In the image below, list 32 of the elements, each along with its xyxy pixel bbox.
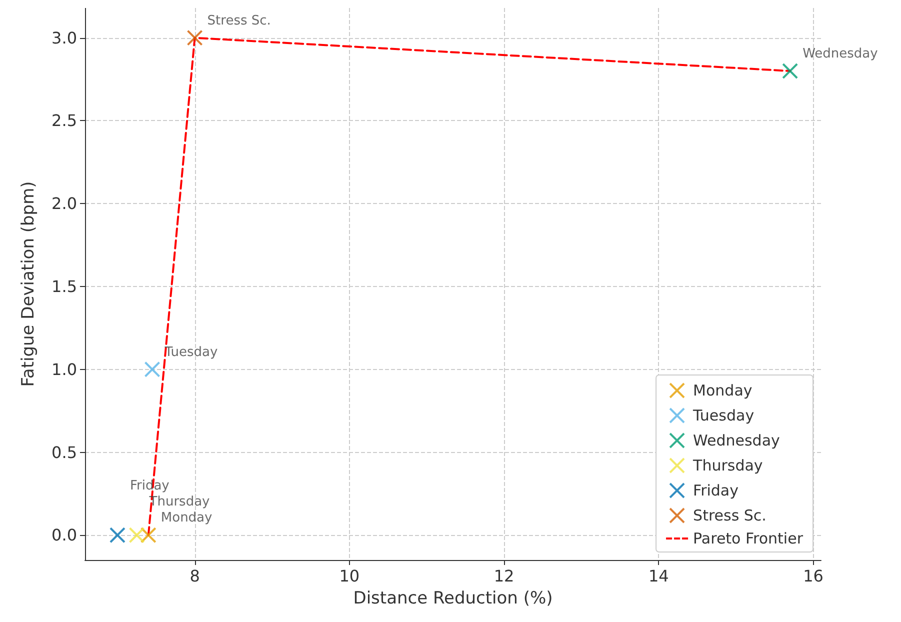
point [782, 62, 798, 79]
y-axis-title: Fatigue Deviation (bpm) [18, 181, 38, 387]
text: Friday [130, 478, 170, 494]
y-tick-label: 2.5 [52, 111, 77, 130]
text: Wednesday [802, 46, 878, 62]
y-tick-label: 0.0 [52, 526, 77, 545]
y-tick-label: 3.0 [52, 28, 77, 48]
x-tick-label: 8 [190, 566, 200, 586]
x-tick-label: 12 [494, 566, 514, 586]
x-axis-title: Distance Reduction (%) [353, 588, 553, 608]
legend-label: Stress Sc. [693, 506, 766, 524]
point [140, 527, 156, 544]
text: Thursday [149, 494, 210, 510]
point [109, 527, 126, 544]
legend-label: Tuesday [692, 406, 754, 424]
x-tick-label: 14 [648, 566, 669, 586]
legend-label: Monday [693, 382, 752, 400]
point [128, 527, 145, 544]
legend-label: Wednesday [693, 432, 780, 450]
text: Stress Sc. [207, 13, 271, 28]
legend-label: Pareto Frontier [693, 530, 804, 548]
legend-label: Friday [693, 482, 739, 500]
legend-label: Thursday [692, 456, 763, 474]
x-tick-label: 16 [803, 566, 824, 586]
text: Monday [160, 510, 212, 526]
y-tick-label: 1.5 [52, 276, 77, 296]
x-tick-label: 10 [339, 566, 360, 586]
point [186, 30, 203, 46]
y-tick-label: 2.0 [52, 194, 77, 214]
y-tick-label: 1.0 [52, 360, 77, 379]
point [144, 361, 160, 378]
y-tick-label: 0.5 [52, 442, 77, 462]
